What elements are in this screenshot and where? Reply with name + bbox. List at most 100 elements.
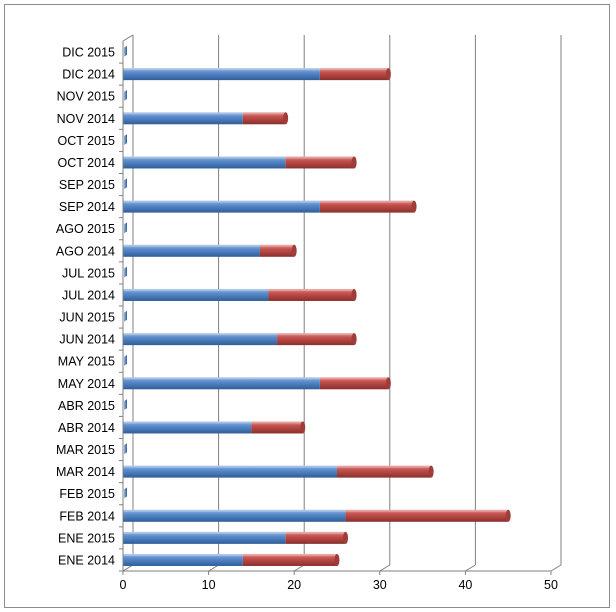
bar-end-cap-14 [291,244,297,257]
gridline-foot-20 [293,564,305,572]
bar-sheen-s0-6 [123,421,252,424]
axis-layer [119,34,552,575]
x-tick-label-50: 50 [544,578,558,592]
chart-frame: 0 10 20 30 40 50 ENE 2014 ENE 2015 FEB 2014 FEB 2… [4,4,610,608]
category-label-feb-2014: FEB 2014 [59,509,115,523]
category-label-dic-2014: DIC 2014 [62,68,115,82]
category-label-feb-2015: FEB 2015 [59,487,115,501]
bar-end-cap-16 [411,200,417,213]
bar-s1-22 [319,68,389,81]
bar-s0-10 [123,333,278,346]
stacked-bar-chart: 0 10 20 30 40 50 ENE 2014 ENE 2015 FEB 2014 FEB 2… [56,34,562,592]
bar-sheen-s0-18 [123,156,286,159]
bar-s0-16 [123,200,320,213]
category-label-jun-2015: JUN 2015 [59,311,115,325]
category-label-oct-2014: OCT 2014 [58,156,115,170]
bar-sheen-s0-4 [123,465,337,468]
bar-end-cap-10 [351,333,357,346]
bar-s1-18 [285,156,355,169]
bar-end-cap-22 [385,68,391,81]
bar-s0-2 [123,509,346,522]
bar-sheen-s1-0 [242,553,337,556]
bar-s1-12 [268,288,355,301]
bar-sheen-s0-22 [123,68,320,71]
category-label-may-2015: MAY 2015 [58,355,115,369]
bar-s1-14 [259,244,295,257]
bar-zero-15 [124,222,127,234]
bar-layer [123,45,511,566]
category-label-ago-2014: AGO 2014 [56,244,115,258]
category-label-dic-2015: DIC 2015 [62,46,115,60]
bar-end-cap-2 [505,509,511,522]
bar-end-cap-8 [385,377,391,390]
gridline-foot-30 [379,564,391,572]
bar-sheen-s0-12 [123,288,269,291]
bar-s0-20 [123,112,243,125]
bar-s1-8 [319,377,389,390]
category-label-sep-2015: SEP 2015 [59,178,115,192]
bar-end-cap-12 [351,288,357,301]
bar-s1-10 [277,333,355,346]
bar-sheen-s1-20 [242,112,286,115]
bar-s1-6 [251,421,303,434]
bar-zero-3 [124,487,127,499]
bar-sheen-s1-22 [319,68,389,71]
bar-sheen-s0-10 [123,333,278,336]
category-label-jul-2015: JUL 2015 [62,266,115,280]
category-label-mar-2014: MAR 2014 [56,465,115,479]
bar-s0-6 [123,421,252,434]
label-layer: 0 10 20 30 40 50 ENE 2014 ENE 2015 FEB 2014 FEB 2… [56,46,558,592]
bar-s0-12 [123,288,269,301]
bar-s1-1 [285,531,346,544]
bar-end-cap-18 [351,156,357,169]
bar-s0-14 [123,244,260,257]
gridline-foot-40 [465,564,476,572]
bar-s0-8 [123,377,320,390]
bar-end-cap-20 [283,112,289,125]
bar-s1-20 [242,112,286,125]
category-label-mar-2015: MAR 2015 [56,443,115,457]
x-tick-label-0: 0 [120,578,127,592]
category-label-nov-2015: NOV 2015 [57,90,115,104]
bar-sheen-s0-1 [123,531,286,534]
bar-sheen-s1-12 [268,288,355,291]
bar-s0-22 [123,68,320,81]
x-tick-label-30: 30 [373,578,387,592]
x-tick-label-40: 40 [458,578,472,592]
bar-zero-19 [124,134,127,145]
bar-s0-1 [123,531,286,544]
bar-s1-2 [345,509,509,522]
bar-end-cap-0 [334,553,340,566]
bar-end-cap-1 [343,531,349,544]
bar-s0-0 [123,553,243,566]
bar-zero-11 [124,310,127,322]
bar-sheen-s1-18 [285,156,355,159]
y-axis-top-slant [122,34,134,42]
bar-sheen-s0-14 [123,244,260,247]
bar-sheen-s1-14 [259,244,295,247]
bar-sheen-s1-2 [345,509,509,512]
bar-zero-23 [124,45,127,57]
category-label-sep-2014: SEP 2014 [59,200,115,214]
bar-sheen-s0-2 [123,509,346,512]
bar-zero-21 [124,90,127,101]
category-label-jul-2014: JUL 2014 [62,288,115,302]
bar-sheen-s0-0 [123,553,243,556]
bar-s1-0 [242,553,337,566]
bar-zero-5 [124,443,127,455]
category-label-may-2014: MAY 2014 [58,377,115,391]
category-label-jun-2014: JUN 2014 [59,333,115,347]
bar-sheen-s0-8 [123,377,320,380]
bar-s0-4 [123,465,337,478]
bar-sheen-s0-16 [123,200,320,203]
bar-sheen-s1-1 [285,531,346,534]
bar-zero-13 [124,266,127,278]
bar-zero-17 [124,178,127,190]
bar-sheen-s1-8 [319,377,389,380]
gridline-foot-0 [122,564,134,572]
bar-zero-9 [124,355,127,366]
bar-sheen-s1-10 [277,333,355,336]
x-tick-label-20: 20 [287,578,301,592]
category-label-abr-2014: ABR 2014 [58,421,115,435]
bar-end-cap-6 [300,421,306,434]
